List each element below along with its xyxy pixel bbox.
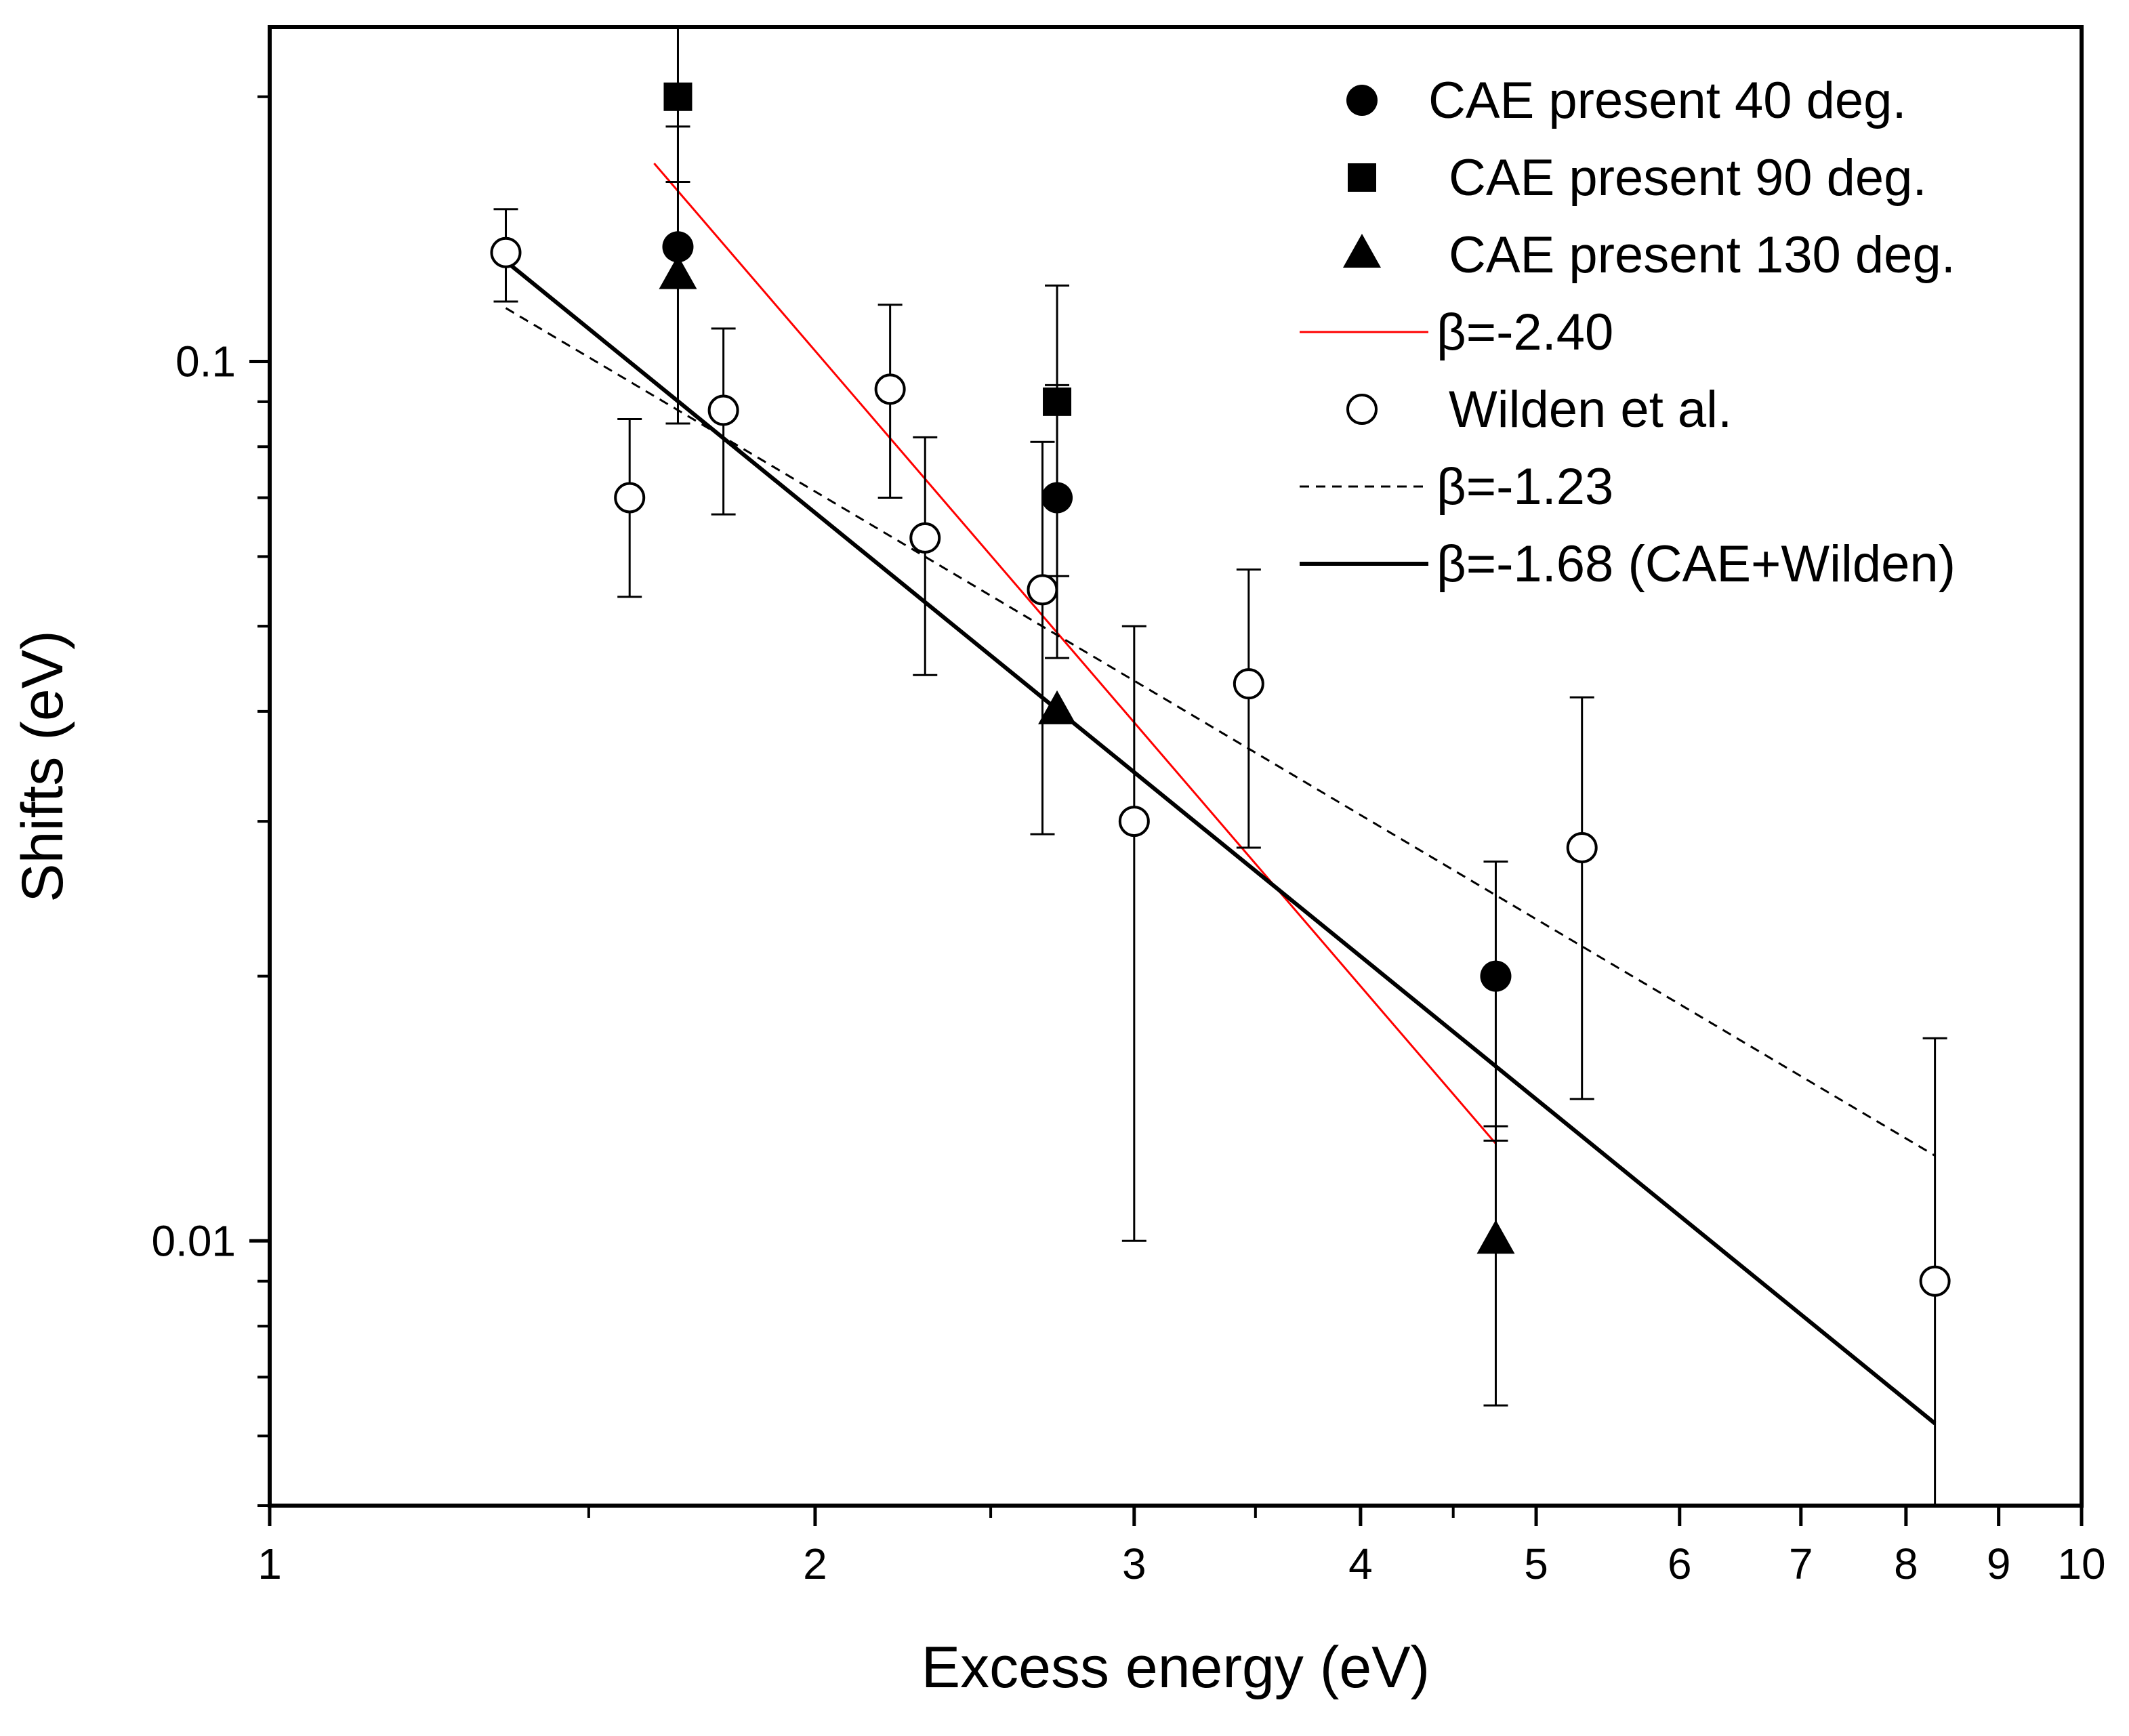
- x-tick-label: 9: [1987, 1539, 2011, 1588]
- data-point: [1233, 668, 1264, 700]
- y-tick-label: 0.01: [151, 1216, 236, 1265]
- legend-swatch: [1346, 394, 1378, 425]
- x-axis-title: Excess energy (eV): [922, 1635, 1430, 1700]
- fit-line-3: [653, 163, 1497, 1144]
- data-point: [1043, 387, 1072, 416]
- y-axis-title: Shifts (eV): [10, 630, 75, 902]
- legend-entry: β=-2.40: [1300, 304, 1613, 361]
- x-tick-label: 3: [1122, 1539, 1146, 1588]
- legend-swatch: [1348, 163, 1376, 192]
- legend-label: CAE present 130 deg.: [1449, 226, 1956, 284]
- data-point: [1919, 1265, 1951, 1297]
- data-points: [490, 82, 1951, 1297]
- x-tick-label: 5: [1524, 1539, 1548, 1588]
- data-point: [663, 82, 693, 111]
- axis-ticks: [249, 95, 2084, 1526]
- data-point: [614, 482, 646, 514]
- legend: CAE present 40 deg. CAE present 90 deg. CA…: [1300, 72, 1956, 593]
- x-tick-label: 2: [803, 1539, 827, 1588]
- legend-entry: β=-1.68 (CAE+Wilden): [1300, 535, 1956, 593]
- data-point: [490, 236, 522, 268]
- data-point: [874, 373, 906, 405]
- legend-entry: Wilden et al.: [1346, 381, 1732, 438]
- data-point: [1027, 574, 1058, 606]
- y-tick-label: 0.1: [175, 337, 236, 386]
- x-tick-label: 7: [1789, 1539, 1813, 1588]
- legend-swatch: [1346, 85, 1378, 116]
- data-point: [909, 522, 941, 554]
- legend-label: Wilden et al.: [1449, 381, 1732, 438]
- x-tick-label: 8: [1894, 1539, 1918, 1588]
- data-point: [1566, 831, 1598, 863]
- fit-line-5: [505, 307, 1936, 1157]
- legend-entry: β=-1.23: [1300, 458, 1613, 516]
- legend-entry: CAE present 90 deg.: [1348, 149, 1927, 207]
- legend-entry: CAE present 40 deg.: [1346, 72, 1907, 129]
- legend-label: β=-1.23: [1436, 458, 1613, 516]
- data-point: [707, 394, 739, 426]
- fit-lines: [504, 163, 1937, 1426]
- fit-line-6: [504, 260, 1937, 1426]
- data-point: [1038, 690, 1077, 724]
- plot-frame: [268, 25, 2084, 1508]
- legend-label: β=-1.68 (CAE+Wilden): [1436, 535, 1956, 593]
- x-tick-label: 10: [2057, 1539, 2105, 1588]
- data-point: [1476, 1220, 1515, 1254]
- legend-label: β=-2.40: [1436, 304, 1613, 361]
- legend-swatch: [1343, 234, 1381, 268]
- data-point: [659, 255, 697, 289]
- data-point: [662, 231, 694, 263]
- legend-label: CAE present 40 deg.: [1428, 72, 1907, 129]
- data-point: [1480, 960, 1512, 992]
- data-point: [1118, 806, 1150, 838]
- tick-labels: 1 2 3 4 5 6 7 8 9 10 0.01 0.1: [151, 337, 2105, 1588]
- x-tick-label: 1: [257, 1539, 282, 1588]
- x-tick-label: 4: [1348, 1539, 1373, 1588]
- x-tick-label: 6: [1668, 1539, 1692, 1588]
- legend-label: CAE present 90 deg.: [1449, 149, 1927, 207]
- legend-entry: CAE present 130 deg.: [1343, 226, 1956, 284]
- data-point: [1041, 482, 1073, 514]
